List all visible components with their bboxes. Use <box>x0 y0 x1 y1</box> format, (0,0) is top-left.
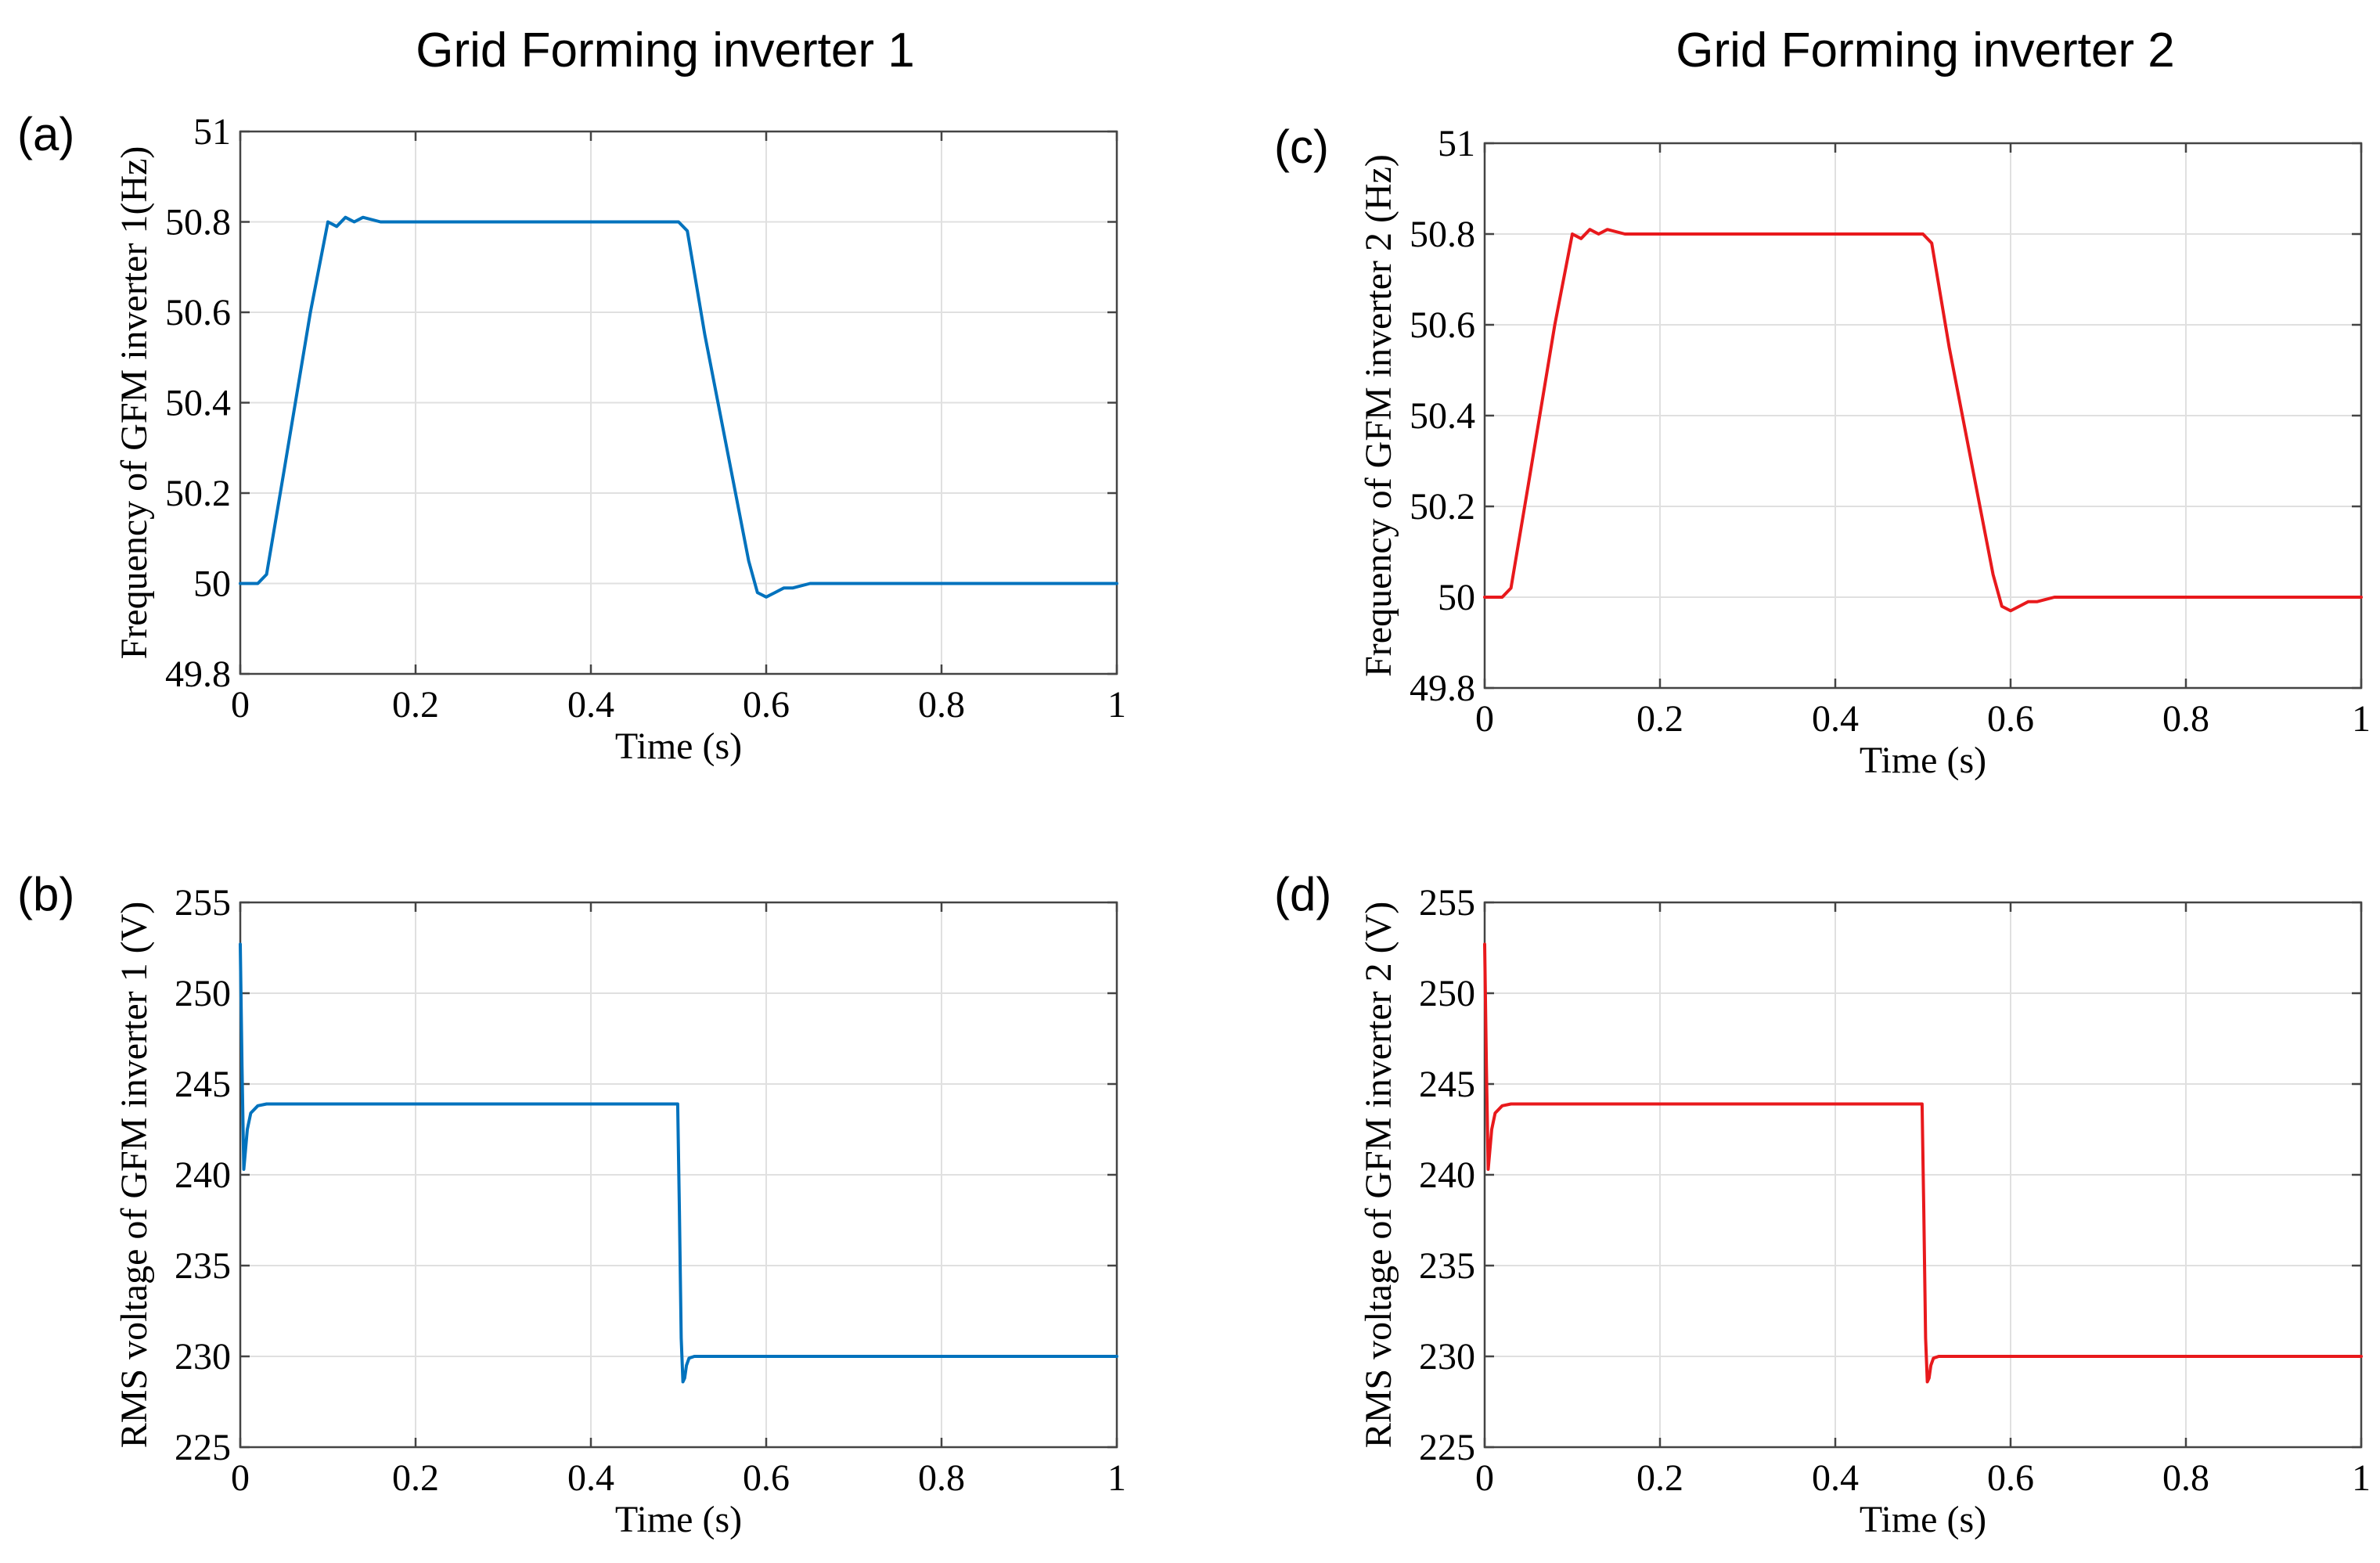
x-tick-label: 0.8 <box>918 684 965 726</box>
x-tick-label: 0.4 <box>567 1457 614 1499</box>
y-tick-label: 240 <box>1419 1154 1475 1196</box>
x-tick-label: 0.8 <box>918 1457 965 1499</box>
x-tick-label: 0.2 <box>1636 1457 1683 1499</box>
chart-panel-a: (a) 0 0.2 0.4 0.6 0.8 1 49.8 50 50.2 50.4 50.6 50.8 5… <box>17 108 1126 767</box>
x-tick-label: 0.6 <box>743 684 790 726</box>
panel-label-d: (d) <box>1274 868 1331 920</box>
x-tick-label: 0.8 <box>2162 698 2209 740</box>
y-tick-label: 230 <box>175 1336 231 1378</box>
x-tick-label: 0.6 <box>743 1457 790 1499</box>
y-tick-label: 49.8 <box>165 654 231 695</box>
y-tick-label: 240 <box>175 1154 231 1196</box>
y-tick-label: 255 <box>1419 882 1475 924</box>
y-tick-label: 50.6 <box>1410 304 1475 346</box>
y-tick-label: 255 <box>175 882 231 924</box>
y-axis-label: RMS voltage of GFM inverter 2 (V) <box>1358 902 1399 1449</box>
panel-label-b: (b) <box>17 868 74 920</box>
x-tick-label: 0.4 <box>567 684 614 726</box>
y-tick-label: 51 <box>193 111 231 153</box>
series-line-a <box>239 215 1118 599</box>
x-tick-label: 0.6 <box>1987 698 2034 740</box>
x-tick-label: 0.6 <box>1987 1457 2034 1499</box>
y-tick-label: 50.8 <box>165 202 231 243</box>
column-title-inverter-2: Grid Forming inverter 2 <box>1676 23 2174 77</box>
y-tick-label: 235 <box>175 1245 231 1287</box>
y-tick-label: 50.8 <box>1410 214 1475 255</box>
y-tick-label: 49.8 <box>1410 668 1475 709</box>
y-tick-label: 245 <box>1419 1064 1475 1105</box>
y-tick-label: 50.2 <box>1410 486 1475 528</box>
series-line-d <box>1483 942 2363 1384</box>
series-line-b <box>239 942 1118 1384</box>
series-line-c <box>1483 228 2363 613</box>
x-tick-label: 0 <box>1475 698 1494 740</box>
y-tick-label: 51 <box>1438 123 1475 164</box>
x-tick-label: 0.2 <box>392 684 439 726</box>
y-tick-label: 245 <box>175 1064 231 1105</box>
x-tick-label: 0 <box>231 684 250 726</box>
y-tick-label: 50 <box>1438 577 1475 618</box>
y-axis-label: Frequency of GFM inverter 2 (Hz) <box>1358 154 1399 677</box>
x-tick-label: 1 <box>2352 698 2371 740</box>
y-tick-label: 50.4 <box>1410 395 1475 437</box>
column-title-inverter-1: Grid Forming inverter 1 <box>416 23 914 77</box>
chart-panels: (a) 0 0.2 0.4 0.6 0.8 1 49.8 50 50.2 50.4 50.6 50.8 5… <box>17 108 2371 1540</box>
x-axis-label: Time (s) <box>615 1499 742 1540</box>
panel-label-c: (c) <box>1274 121 1329 173</box>
y-tick-label: 225 <box>1419 1427 1475 1468</box>
x-tick-label: 0.2 <box>1636 698 1683 740</box>
x-tick-label: 1 <box>1107 1457 1126 1499</box>
x-tick-label: 0 <box>231 1457 250 1499</box>
panel-label-a: (a) <box>17 108 74 160</box>
y-tick-label: 50 <box>193 564 231 605</box>
x-tick-label: 0 <box>1475 1457 1494 1499</box>
x-axis-label: Time (s) <box>1860 1499 1986 1540</box>
x-tick-label: 1 <box>2352 1457 2371 1499</box>
y-axis-label: RMS voltage of GFM inverter 1 (V) <box>113 902 155 1449</box>
x-tick-label: 0.4 <box>1812 698 1859 740</box>
x-axis-label: Time (s) <box>1860 740 1986 781</box>
y-tick-label: 50.2 <box>165 473 231 514</box>
y-tick-label: 250 <box>1419 973 1475 1014</box>
x-tick-label: 0.8 <box>2162 1457 2209 1499</box>
y-tick-label: 230 <box>1419 1336 1475 1378</box>
y-tick-label: 225 <box>175 1427 231 1468</box>
y-tick-label: 50.6 <box>165 292 231 333</box>
x-tick-label: 0.2 <box>392 1457 439 1499</box>
y-tick-label: 250 <box>175 973 231 1014</box>
chart-panel-b: (b) 0 0.2 0.4 0.6 0.8 1 225 230 235 240 245 250 255 Ti… <box>17 868 1126 1540</box>
x-tick-label: 1 <box>1107 684 1126 726</box>
x-tick-label: 0.4 <box>1812 1457 1859 1499</box>
y-tick-label: 50.4 <box>165 383 231 424</box>
x-axis-label: Time (s) <box>615 726 742 767</box>
chart-panel-d: (d) 0 0.2 0.4 0.6 0.8 1 225 230 235 240 245 250 255 Ti… <box>1274 868 2371 1540</box>
chart-panel-c: (c) 0 0.2 0.4 0.6 0.8 1 49.8 50 50.2 50.4 50.6 50.8 5… <box>1274 121 2371 781</box>
y-axis-label: Frequency of GFM inverter 1(Hz) <box>113 146 155 660</box>
y-tick-label: 235 <box>1419 1245 1475 1287</box>
